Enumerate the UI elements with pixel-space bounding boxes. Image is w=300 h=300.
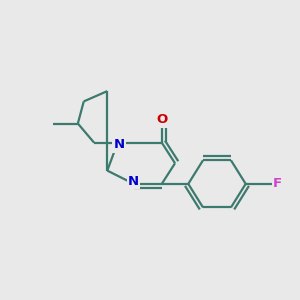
Text: O: O xyxy=(156,113,167,127)
Text: N: N xyxy=(113,139,124,152)
Text: N: N xyxy=(128,175,140,188)
Text: F: F xyxy=(273,177,282,190)
